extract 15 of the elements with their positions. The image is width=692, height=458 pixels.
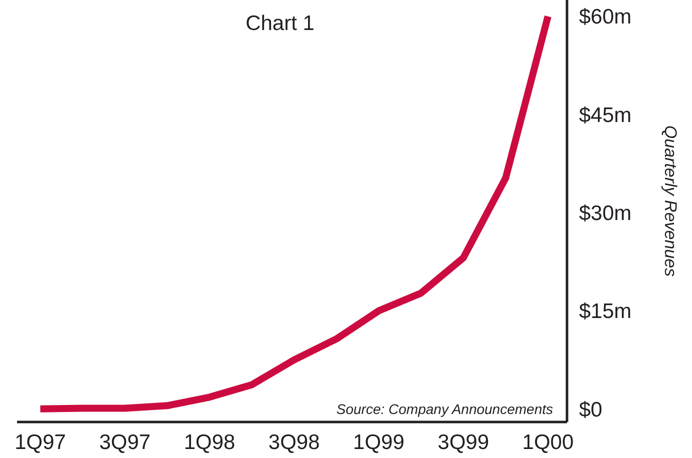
- y-tick-label: $45m: [579, 104, 632, 127]
- y-tick-label: $60m: [579, 6, 632, 29]
- x-tick-label: 3Q99: [438, 431, 490, 454]
- x-tick-label: 3Q98: [268, 431, 320, 454]
- x-tick-label: 1Q98: [184, 431, 236, 454]
- annotation: Source: Company Announcements: [336, 401, 553, 417]
- x-tick-label: 3Q97: [99, 431, 151, 454]
- x-tick-label: 1Q99: [353, 431, 404, 454]
- y-axis-title: Quarterly Revenues: [661, 125, 680, 278]
- y-tick-label: $30m: [579, 202, 632, 225]
- y-tick-label: $15m: [579, 300, 632, 324]
- text: Chart 1: [246, 12, 314, 35]
- y-tick-label: $0: [579, 398, 602, 422]
- x-tick-label: 1Q00: [522, 431, 574, 454]
- x-tick-label: 1Q97: [14, 431, 66, 454]
